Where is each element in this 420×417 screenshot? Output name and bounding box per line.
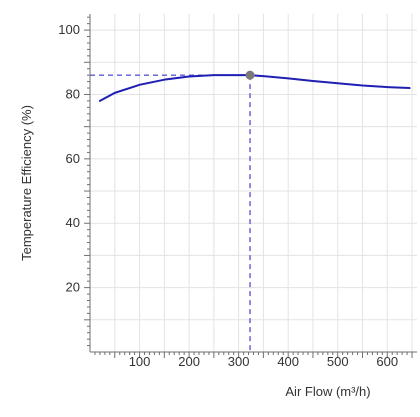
- x-tick-label: 300: [228, 354, 250, 369]
- x-tick-label: 500: [327, 354, 349, 369]
- x-axis-title: Air Flow (m³/h): [285, 384, 370, 399]
- y-tick-label: 20: [66, 280, 80, 295]
- y-tick-label: 40: [66, 215, 80, 230]
- x-tick-label: 100: [129, 354, 151, 369]
- y-tick-label: 100: [58, 22, 80, 37]
- selected-point[interactable]: [245, 70, 255, 80]
- x-tick-label: 600: [376, 354, 398, 369]
- y-axis-title: Temperature Efficiency (%): [19, 105, 34, 261]
- y-tick-label: 60: [66, 151, 80, 166]
- x-tick-label: 200: [178, 354, 200, 369]
- y-tick-label: 80: [66, 86, 80, 101]
- x-tick-label: 400: [277, 354, 299, 369]
